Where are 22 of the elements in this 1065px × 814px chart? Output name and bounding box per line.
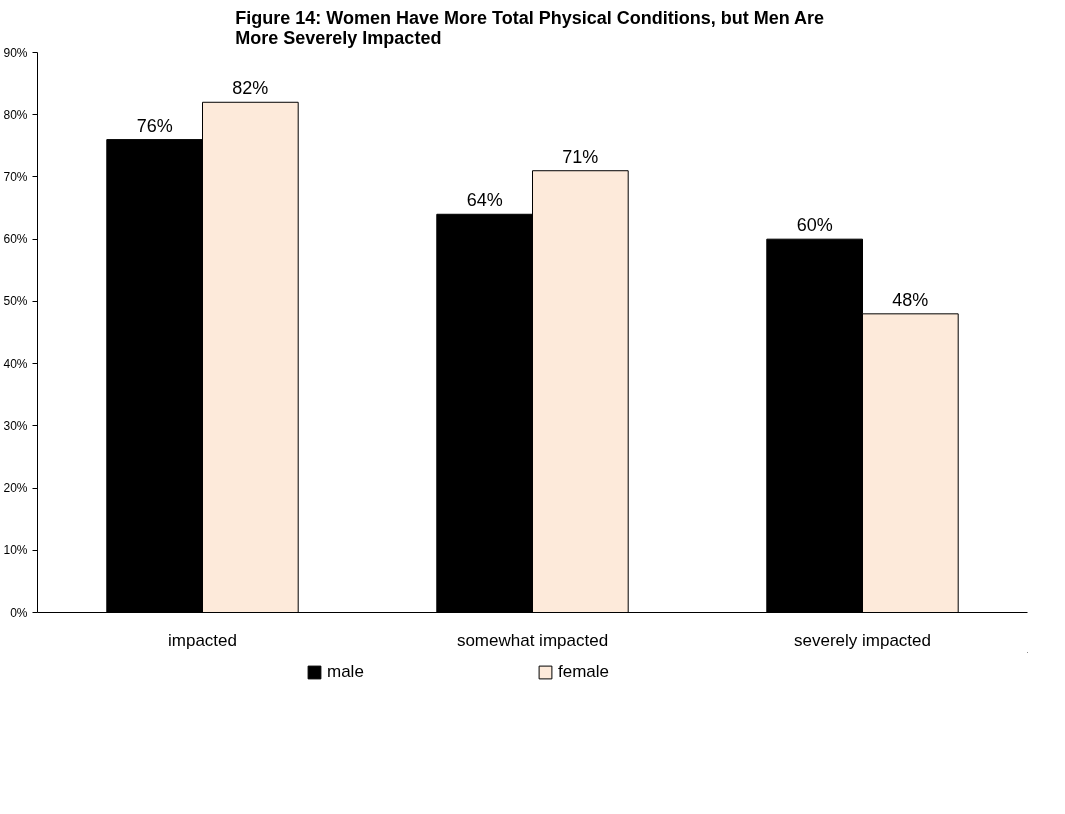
y-tick-label: 0% xyxy=(10,605,28,620)
data-label: 48% xyxy=(892,289,929,310)
y-tick-label: 30% xyxy=(3,418,28,433)
chart-title: Figure 14: Women Have More Total Physical Conditions, but Men Are More Severely Impacted xyxy=(235,7,825,48)
y-tick-label: 10% xyxy=(3,543,28,558)
legend-label: female xyxy=(558,662,611,682)
data-label: 71% xyxy=(562,146,599,167)
x-tick-label: somewhat impacted xyxy=(456,630,609,650)
data-label: 64% xyxy=(466,190,503,211)
y-tick-label: 70% xyxy=(3,169,28,184)
y-tick-label: 50% xyxy=(3,294,28,309)
y-tick-label: 20% xyxy=(3,481,28,496)
y-tick-label: 90% xyxy=(3,45,28,60)
y-tick-label: 60% xyxy=(3,232,28,247)
y-tick-label: 40% xyxy=(3,356,28,371)
legend-label: male xyxy=(327,662,365,682)
data-label: 76% xyxy=(136,115,173,136)
x-tick-label: impacted xyxy=(168,630,237,650)
data-label: 60% xyxy=(796,215,833,236)
data-label: 82% xyxy=(232,78,269,99)
y-tick-label: 80% xyxy=(3,107,28,122)
x-tick-label: severely impacted xyxy=(794,630,932,650)
